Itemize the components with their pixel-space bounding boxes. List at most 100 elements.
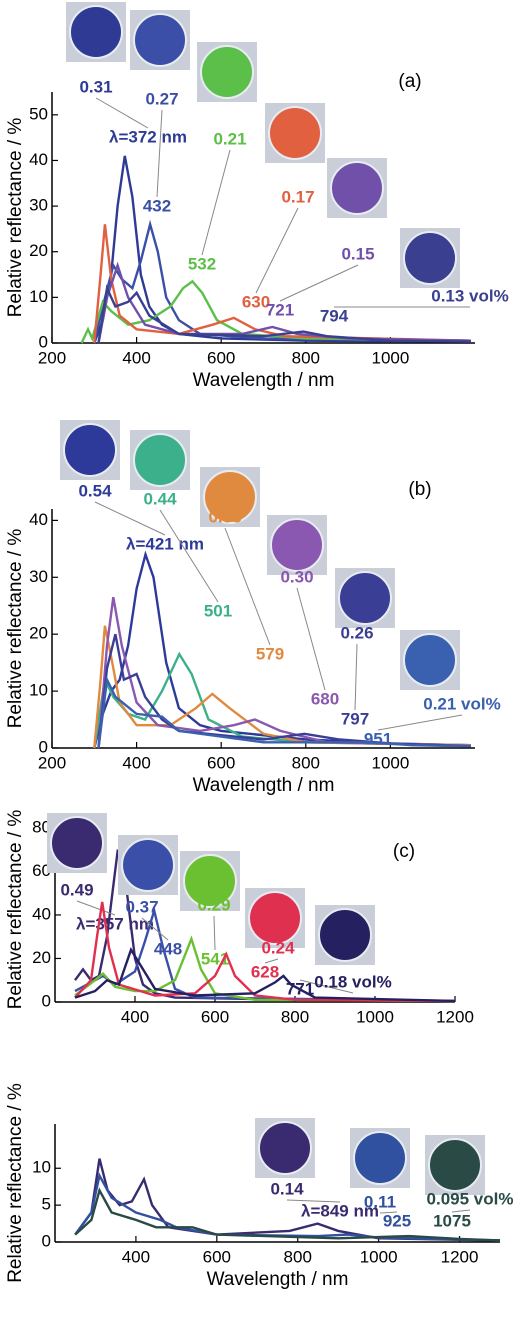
x-tick-label: 800 <box>284 1247 312 1266</box>
peak-label: λ=357 nm <box>76 914 154 933</box>
concentration-label: 0.37 <box>125 897 158 916</box>
y-tick-label: 10 <box>32 1158 51 1177</box>
photo-disc <box>121 838 175 892</box>
concentration-label: 0.26 <box>340 623 373 642</box>
spectrum-line <box>97 596 471 749</box>
concentration-label: 0.38 <box>208 507 241 526</box>
leader-line <box>141 917 169 941</box>
panel-label: (c) <box>393 841 415 862</box>
photo-disc <box>338 571 392 625</box>
y-tick-label: 20 <box>29 624 48 643</box>
x-tick-label: 1200 <box>441 1247 479 1266</box>
x-tick-label: 600 <box>201 1007 229 1026</box>
photo-disc <box>403 231 457 285</box>
x-tick-label: 800 <box>292 348 320 367</box>
concentration-label: 0.15 <box>341 244 374 263</box>
x-tick-label: 1200 <box>436 1007 474 1026</box>
photo-disc <box>133 13 187 67</box>
concentration-label: 0.17 <box>281 187 314 206</box>
concentration-label: 0.13 vol% <box>431 286 509 305</box>
leader-line <box>279 264 359 302</box>
photo-disc <box>203 470 257 524</box>
photo-disc <box>270 518 324 572</box>
leader-line <box>94 501 166 536</box>
photo-disc <box>403 633 457 687</box>
x-tick-label: 400 <box>122 1247 150 1266</box>
y-tick-label: 20 <box>32 948 51 967</box>
y-tick-label: 20 <box>29 241 48 260</box>
y-tick-label: 40 <box>29 150 48 169</box>
leader-line <box>224 527 271 646</box>
x-tick-label: 800 <box>281 1007 309 1026</box>
leader-line <box>451 1209 471 1213</box>
spectrum-line <box>74 1187 501 1242</box>
peak-label: 532 <box>188 254 216 273</box>
leader-line <box>76 900 116 916</box>
concentration-label: 0.27 <box>145 89 178 108</box>
x-tick-label: 600 <box>207 348 235 367</box>
concentration-label: 0.31 <box>79 77 112 96</box>
peak-label: 797 <box>341 709 369 728</box>
leader-line <box>286 1199 341 1203</box>
concentration-label: 0.29 <box>197 895 230 914</box>
leader-line <box>354 643 358 711</box>
peak-label: 501 <box>204 601 232 620</box>
peak-label: 1075 <box>433 1211 471 1230</box>
concentration-label: 0.21 vol% <box>423 694 501 713</box>
leader-line <box>156 109 163 198</box>
concentration-label: 0.18 vol% <box>314 972 392 991</box>
peak-label: 448 <box>154 939 182 958</box>
concentration-label: 0.14 <box>270 1179 304 1198</box>
y-tick-label: 30 <box>29 196 48 215</box>
y-tick-label: 80 <box>32 817 51 836</box>
spectrum-line <box>74 1172 501 1242</box>
y-tick-label: 0 <box>39 737 48 756</box>
photo-disc <box>133 433 187 487</box>
x-tick-label: 600 <box>203 1247 231 1266</box>
peak-label: 432 <box>143 196 171 215</box>
photo-disc <box>183 854 237 908</box>
spectrum-line <box>97 284 471 344</box>
leader-line <box>201 149 231 256</box>
spectrum-line <box>74 1158 501 1242</box>
x-tick-label: 1000 <box>360 1247 398 1266</box>
y-tick-label: 10 <box>29 681 48 700</box>
y-tick-label: 0 <box>39 332 48 351</box>
x-tick-label: 200 <box>38 753 66 772</box>
y-tick-label: 0 <box>42 991 51 1010</box>
y-tick-label: 5 <box>42 1195 51 1214</box>
x-tick-label: 400 <box>122 753 150 772</box>
concentration-label: 0.30 <box>280 567 313 586</box>
concentration-label: 0.54 <box>78 481 112 500</box>
x-tick-label: 1000 <box>371 753 409 772</box>
y-tick-label: 60 <box>32 861 51 880</box>
x-tick-label: 200 <box>38 348 66 367</box>
leader-line <box>299 979 354 994</box>
peak-label: 680 <box>311 689 339 708</box>
peak-label: 628 <box>251 962 279 981</box>
concentration-label: 0.095 vol% <box>427 1189 514 1208</box>
photo-disc <box>50 816 104 870</box>
x-tick-label: 1000 <box>371 348 409 367</box>
panel-label: (b) <box>408 479 431 500</box>
concentration-label: 0.49 <box>60 880 93 899</box>
photo-disc <box>248 891 302 945</box>
peak-label: λ=372 nm <box>109 127 187 146</box>
spectrum-line <box>97 675 471 749</box>
peak-label: 579 <box>256 644 284 663</box>
x-axis-title: Wavelength / nm <box>207 1269 349 1290</box>
photo-disc <box>330 161 384 215</box>
concentration-label: 0.44 <box>143 489 177 508</box>
photo-disc <box>318 908 372 962</box>
y-axis-title: Relative reflectance / % <box>5 529 26 729</box>
peak-label: 721 <box>266 300 294 319</box>
y-tick-label: 10 <box>29 287 48 306</box>
y-axis-title: Relative reflectance / % <box>5 810 26 1010</box>
peak-label: 630 <box>242 292 270 311</box>
leader-line <box>255 207 299 294</box>
y-tick-label: 40 <box>29 510 48 529</box>
leader-line <box>213 915 216 951</box>
x-tick-label: 600 <box>207 753 235 772</box>
y-axis-title: Relative reflectance / % <box>5 1083 26 1283</box>
